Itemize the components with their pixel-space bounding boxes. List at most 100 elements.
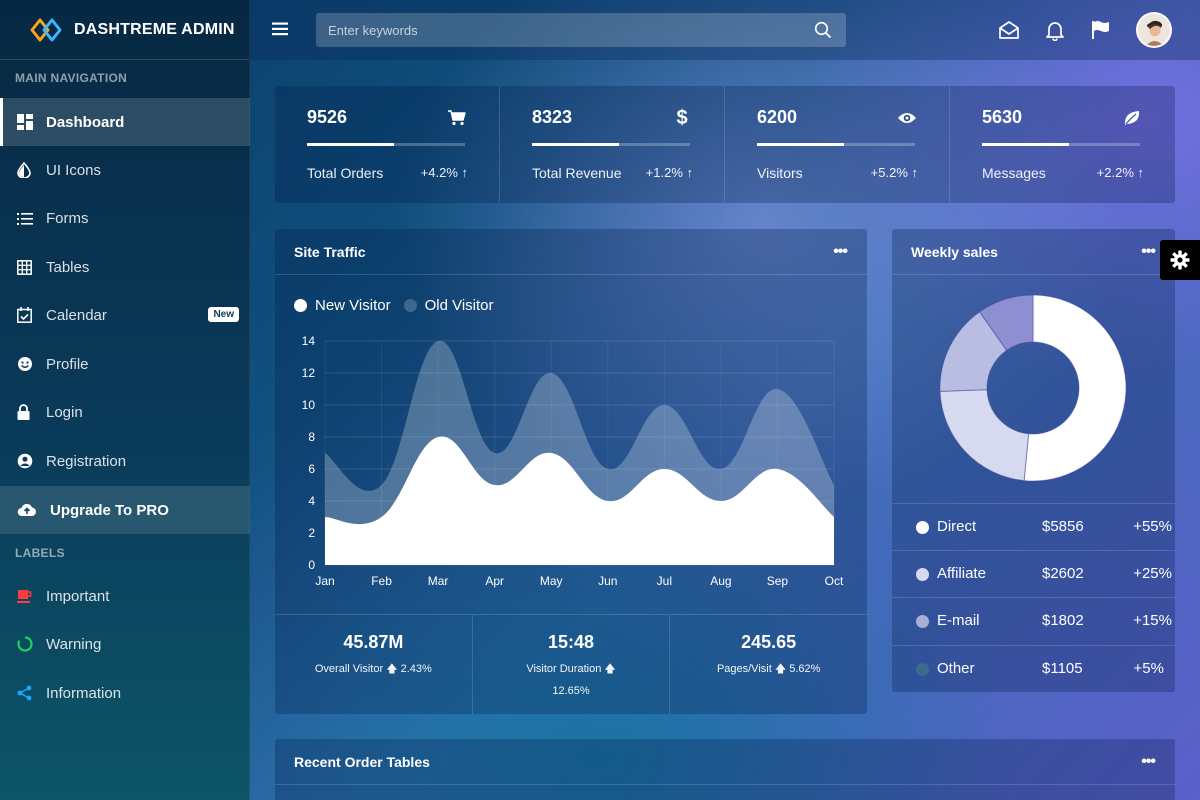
sidebar-item-label: Upgrade To PRO bbox=[50, 501, 169, 519]
sidebar-item-label: Forms bbox=[46, 209, 89, 227]
search-icon[interactable] bbox=[814, 21, 832, 39]
sales-row-other: Other $1105 +5% bbox=[892, 645, 1175, 692]
coffee-icon bbox=[17, 587, 39, 605]
traffic-footer: 45.87M Overall Visitor 🡅 2.43% 15:48 Vis… bbox=[275, 614, 867, 714]
list-icon bbox=[17, 209, 39, 227]
footer-overall-visitor: 45.87M Overall Visitor 🡅 2.43% bbox=[275, 615, 473, 714]
sidebar-label-important[interactable]: Important bbox=[0, 572, 250, 620]
x-tick-label: Jun bbox=[598, 574, 617, 588]
sidebar-item-login[interactable]: Login bbox=[0, 388, 250, 436]
tint-icon bbox=[17, 161, 39, 179]
sales-name: E-mail bbox=[937, 612, 980, 629]
footer-pages-visit: 245.65 Pages/Visit 🡅 5.62% bbox=[670, 615, 867, 714]
sidebar-item-tables[interactable]: Tables bbox=[0, 243, 250, 291]
search-box bbox=[316, 13, 846, 47]
sales-amount: $2602 bbox=[1042, 565, 1084, 582]
more-options-icon[interactable]: ••• bbox=[833, 243, 848, 260]
stat-progress-fill bbox=[757, 143, 844, 146]
legend-item-old-visitor[interactable]: Old Visitor bbox=[403, 297, 494, 314]
y-tick-label: 12 bbox=[302, 366, 316, 380]
sidebar-item-calendar[interactable]: Calendar New bbox=[0, 291, 250, 339]
sidebar-item-label: Dashboard bbox=[46, 113, 125, 131]
sidebar-item-label: Tables bbox=[46, 258, 90, 276]
card-title: Weekly sales bbox=[911, 243, 998, 260]
footer-value: 15:48 bbox=[547, 632, 595, 652]
sidebar-item-forms[interactable]: Forms bbox=[0, 194, 250, 242]
user-circle-icon bbox=[17, 452, 39, 470]
footer-visitor-duration: 15:48 Visitor Duration 🡅 12.65% bbox=[473, 615, 671, 714]
x-tick-label: Mar bbox=[428, 574, 449, 588]
weekly-sales-donut-chart bbox=[939, 294, 1127, 482]
weekly-sales-card: Weekly sales ••• Direct $5856 +55% Affil… bbox=[892, 229, 1175, 692]
footer-change: 5.62% bbox=[789, 663, 821, 675]
stat-label: Messages bbox=[982, 165, 1046, 181]
legend-item-new-visitor[interactable]: New Visitor bbox=[294, 297, 391, 314]
sales-percent: +25% bbox=[1133, 565, 1172, 582]
menu-toggle-icon[interactable] bbox=[272, 21, 288, 37]
sidebar-item-upgrade[interactable]: Upgrade To PRO bbox=[0, 486, 250, 534]
circle-notch-icon bbox=[17, 635, 39, 653]
more-options-icon[interactable]: ••• bbox=[1141, 243, 1156, 260]
sales-dot bbox=[916, 521, 929, 534]
search-input[interactable] bbox=[316, 13, 846, 47]
sales-row-affiliate: Affiliate $2602 +25% bbox=[892, 550, 1175, 597]
envelope-open-icon[interactable] bbox=[998, 19, 1020, 41]
gear-icon bbox=[1170, 250, 1190, 270]
sidebar-label-warning[interactable]: Warning bbox=[0, 620, 250, 668]
main-navigation-header: MAIN NAVIGATION bbox=[15, 71, 128, 85]
stat-progress bbox=[757, 143, 915, 146]
sales-name: Other bbox=[937, 660, 975, 677]
sales-row-direct: Direct $5856 +55% bbox=[892, 503, 1175, 550]
stat-total-orders: 9526 Total Orders +4.2% ↑ bbox=[275, 86, 500, 203]
sidebar-item-label: Information bbox=[46, 684, 122, 702]
sidebar: DASHTREME ADMIN MAIN NAVIGATION Dashboar… bbox=[0, 0, 250, 800]
sidebar-item-registration[interactable]: Registration bbox=[0, 437, 250, 485]
sidebar-item-label: UI Icons bbox=[46, 161, 102, 179]
x-tick-label: Oct bbox=[825, 574, 844, 588]
recent-orders-card: Recent Order Tables ••• bbox=[275, 739, 1175, 800]
x-tick-label: Jan bbox=[315, 574, 334, 588]
sales-percent: +55% bbox=[1133, 518, 1172, 535]
legend-dot bbox=[294, 299, 307, 312]
sales-name: Affiliate bbox=[937, 565, 986, 582]
sales-percent: +5% bbox=[1133, 660, 1164, 677]
donut-slice-direct[interactable] bbox=[1023, 294, 1127, 482]
donut-slice-affiliate[interactable] bbox=[939, 389, 1030, 482]
footer-change: 12.65% bbox=[552, 685, 590, 697]
sales-amount: $5856 bbox=[1042, 518, 1084, 535]
smile-icon bbox=[17, 355, 39, 373]
stat-value: 5630 bbox=[982, 107, 1023, 127]
donut-slice-other[interactable] bbox=[978, 294, 1034, 352]
brand-title: DASHTREME ADMIN bbox=[74, 20, 235, 38]
leaf-icon bbox=[1121, 108, 1143, 128]
cloud-upload-icon bbox=[17, 501, 39, 519]
sidebar-label-information[interactable]: Information bbox=[0, 669, 250, 717]
footer-value: 245.65 bbox=[741, 632, 797, 652]
stat-progress bbox=[982, 143, 1140, 146]
sales-dot bbox=[916, 615, 929, 628]
theme-settings-toggle[interactable] bbox=[1160, 240, 1200, 280]
flag-icon[interactable] bbox=[1090, 19, 1112, 41]
sidebar-item-dashboard[interactable]: Dashboard bbox=[0, 98, 250, 146]
sales-dot bbox=[916, 568, 929, 581]
more-options-icon[interactable]: ••• bbox=[1141, 753, 1156, 770]
brand[interactable]: DASHTREME ADMIN bbox=[0, 0, 249, 60]
sidebar-item-label: Profile bbox=[46, 355, 89, 373]
x-tick-label: Sep bbox=[767, 574, 789, 588]
bell-icon[interactable] bbox=[1044, 19, 1066, 41]
y-tick-label: 4 bbox=[308, 494, 315, 508]
y-tick-label: 0 bbox=[308, 558, 315, 572]
sidebar-item-profile[interactable]: Profile bbox=[0, 340, 250, 388]
user-avatar[interactable] bbox=[1136, 12, 1172, 48]
y-tick-label: 2 bbox=[308, 526, 315, 540]
arrow-up-icon: 🡅 bbox=[386, 663, 398, 675]
sidebar-item-ui-icons[interactable]: UI Icons bbox=[0, 146, 250, 194]
sales-name: Direct bbox=[937, 518, 977, 535]
sidebar-item-label: Warning bbox=[46, 635, 102, 653]
y-tick-label: 6 bbox=[308, 462, 315, 476]
footer-change: 2.43% bbox=[400, 663, 432, 675]
sidebar-item-label: Important bbox=[46, 587, 110, 605]
topbar bbox=[250, 0, 1200, 60]
traffic-area-chart: 0 2 4 6 8 10 12 14 Jan Feb Mar Apr May Jun Jul Aug Sep Oc… bbox=[302, 334, 844, 588]
stat-progress bbox=[532, 143, 690, 146]
